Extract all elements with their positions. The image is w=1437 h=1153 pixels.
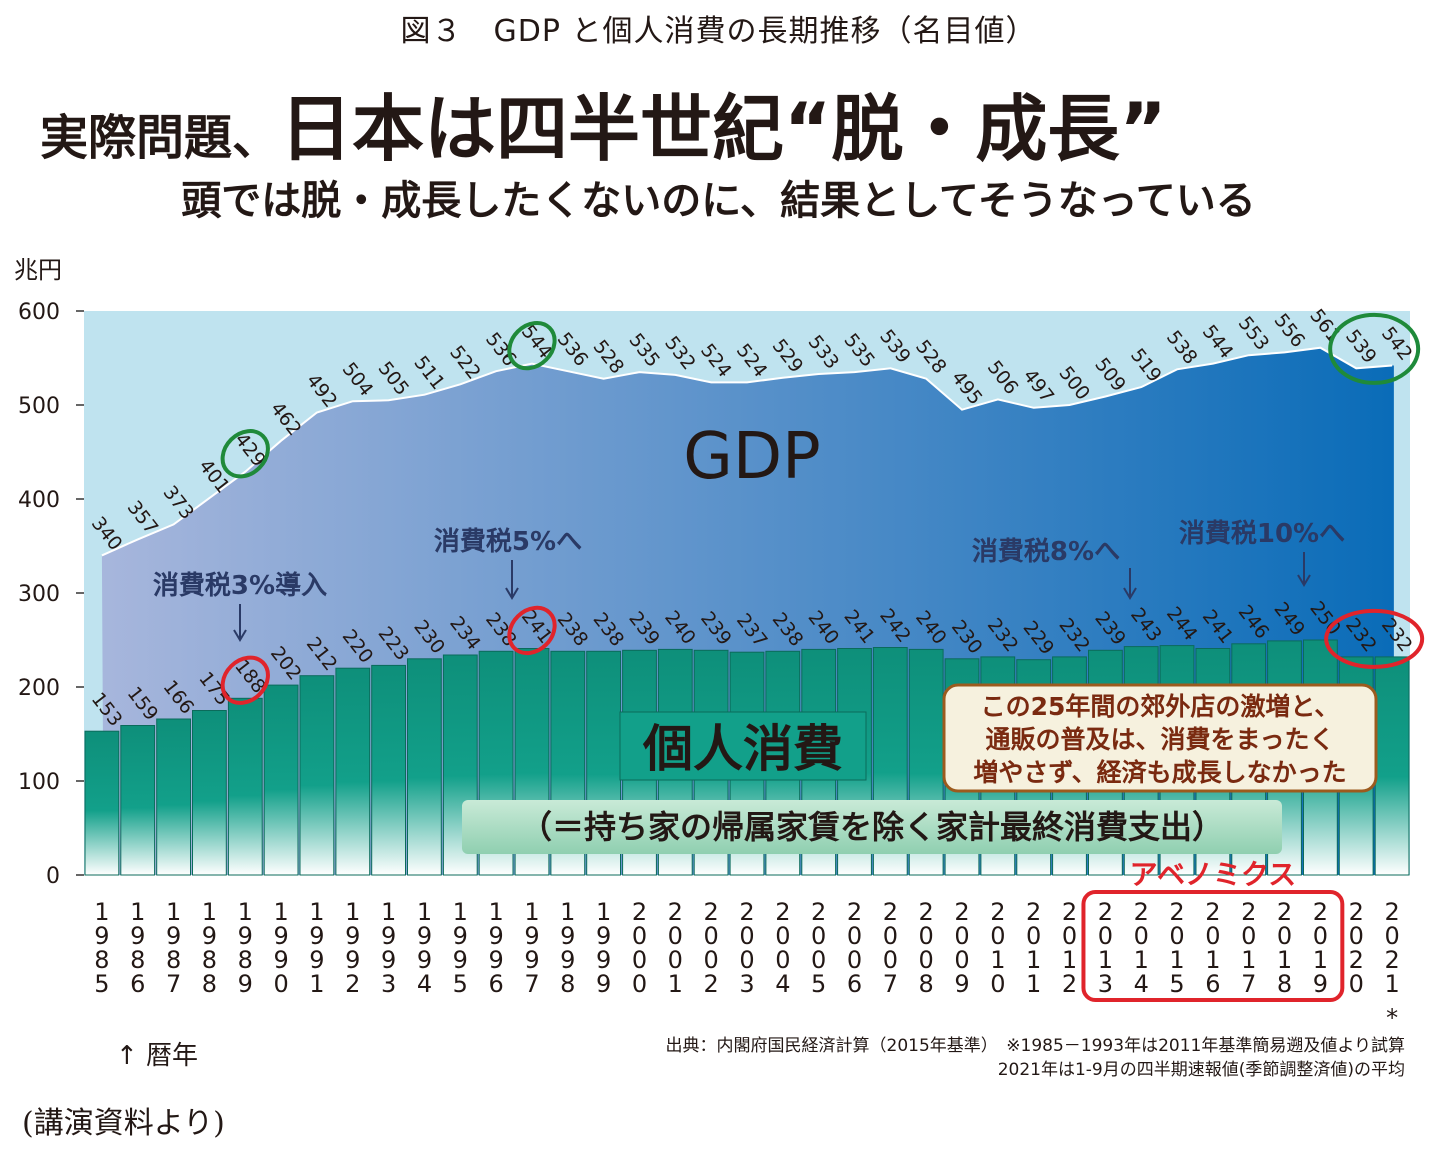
y-tick-label: 100 bbox=[18, 770, 60, 795]
x-footnote-mark: * bbox=[1386, 1004, 1398, 1032]
y-tick-label: 400 bbox=[18, 488, 60, 513]
data-source-note: 出典：内閣府国民経済計算（2015年基準） ※1985－1993年は2011年基… bbox=[666, 1034, 1405, 1082]
abenomics-period-box bbox=[1081, 890, 1345, 1002]
sublabel-box bbox=[462, 800, 1282, 854]
gdp-line bbox=[101, 346, 1393, 557]
callout-line: 通販の普及は、消費をまったく bbox=[985, 725, 1334, 754]
tax-annotation-label: 消費税5%へ bbox=[434, 527, 582, 557]
tax-annotation-label: 消費税10%へ bbox=[1179, 519, 1345, 549]
consumption-bar bbox=[335, 667, 371, 876]
callout-box bbox=[942, 683, 1378, 793]
callout-line: この25年間の郊外店の激増と、 bbox=[981, 692, 1340, 721]
tax-annotation-arrowhead bbox=[1123, 587, 1137, 600]
subheadline: 頭では脱・成長したくないのに、結果としてそうなっている bbox=[181, 178, 1256, 224]
gdp-series-label: GDP bbox=[683, 420, 820, 494]
consumption-bar bbox=[120, 725, 156, 876]
callout-line: 増やさず、経済も成長しなかった bbox=[973, 758, 1346, 787]
gdp-recent-highlight-ring bbox=[1328, 312, 1421, 385]
consumption-highlight-ring bbox=[507, 605, 557, 656]
headline-small: 実際問題、 bbox=[40, 110, 281, 166]
y-axis-unit: 兆円 bbox=[14, 256, 62, 284]
headline: 実際問題、日本は四半世紀“脱・成長” bbox=[40, 70, 1167, 175]
consumption-highlight-ring bbox=[220, 655, 270, 705]
consumption-bar bbox=[407, 658, 442, 876]
figure-title: 図３ GDP と個人消費の長期推移（名目値） bbox=[400, 14, 1037, 49]
abenomics-label: アベノミクス bbox=[1130, 858, 1297, 891]
consumption-recent-highlight-ring bbox=[1324, 608, 1425, 669]
gdp-highlight-ring bbox=[220, 429, 270, 479]
tax-annotation-arrowhead bbox=[233, 629, 247, 642]
tax-annotation-label: 消費税3%導入 bbox=[153, 570, 327, 601]
year-axis-caption: ↑ 暦年 bbox=[116, 1041, 199, 1071]
y-tick-label: 500 bbox=[18, 394, 60, 419]
consumption-bar bbox=[371, 664, 407, 876]
tax-annotation-arrowhead bbox=[1297, 574, 1311, 587]
y-tick-label: 200 bbox=[18, 676, 60, 701]
y-tick-label: 0 bbox=[46, 864, 60, 889]
source-line-2: 2021年は1-9月の四半期速報値(季節調整済値)の平均 bbox=[997, 1060, 1405, 1080]
gdp-highlight-ring bbox=[507, 320, 557, 371]
source-line-1: 出典：内閣府国民経済計算（2015年基準） ※1985－1993年は2011年基… bbox=[665, 1036, 1405, 1056]
consumption-bar bbox=[192, 710, 227, 876]
consumption-bar bbox=[1374, 656, 1410, 876]
headline-big: 日本は四半世紀“脱・成長” bbox=[280, 87, 1167, 171]
lecture-source-note: (講演資料より) bbox=[22, 1106, 225, 1141]
consumption-bar bbox=[84, 730, 120, 876]
consumption-label-box bbox=[619, 711, 867, 781]
consumption-bar bbox=[156, 718, 191, 876]
consumption-series-label: 個人消費 bbox=[642, 720, 843, 778]
consumption-bar bbox=[263, 684, 299, 876]
consumption-sublabel: （＝持ち家の帰属家賃を除く家計最終消費支出） bbox=[520, 808, 1224, 846]
tax-annotation-label: 消費税8%へ bbox=[972, 537, 1120, 567]
y-tick-label: 300 bbox=[18, 582, 60, 607]
y-tick-label: 600 bbox=[18, 300, 60, 325]
consumption-bar bbox=[227, 697, 263, 876]
tax-annotation-arrowhead bbox=[505, 587, 519, 600]
consumption-bar bbox=[299, 675, 335, 876]
